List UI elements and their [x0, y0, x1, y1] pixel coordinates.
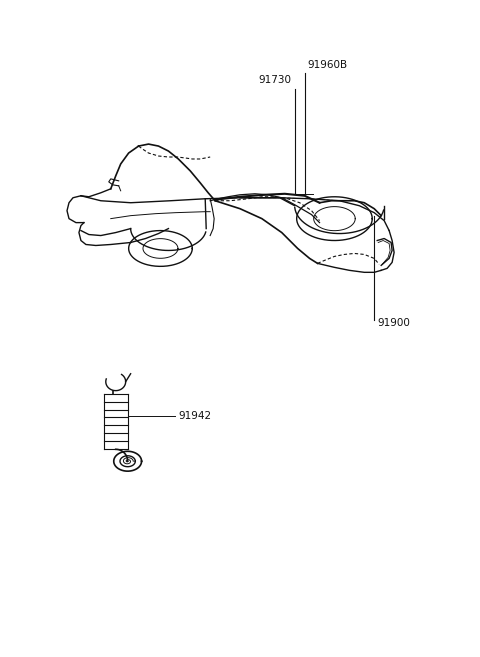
Text: 91730: 91730: [258, 76, 291, 85]
Text: 91942: 91942: [179, 411, 212, 421]
Text: 91960B: 91960B: [308, 60, 348, 70]
Text: 91900: 91900: [377, 318, 410, 328]
